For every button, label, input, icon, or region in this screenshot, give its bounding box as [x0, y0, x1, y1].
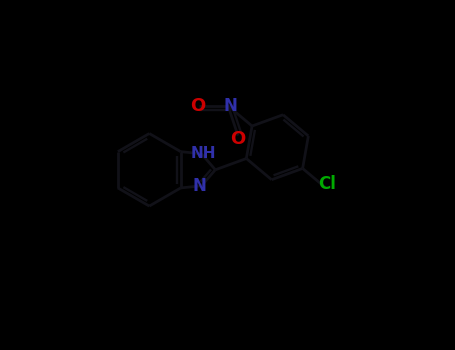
Text: O: O: [230, 130, 246, 148]
Text: N: N: [224, 97, 238, 115]
Text: N: N: [193, 177, 207, 195]
Text: Cl: Cl: [318, 175, 336, 193]
Text: NH: NH: [191, 146, 216, 161]
Text: O: O: [190, 97, 205, 115]
